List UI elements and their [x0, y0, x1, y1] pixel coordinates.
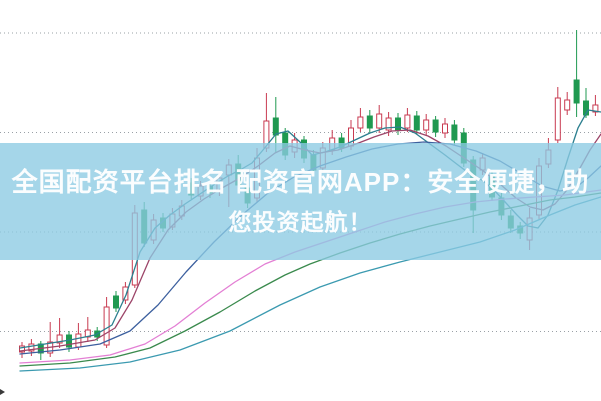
candle-body-down [413, 115, 420, 131]
candle [592, 95, 599, 116]
candle [413, 111, 420, 134]
candle [564, 92, 571, 115]
candle [131, 205, 138, 288]
candle-body-up [592, 104, 599, 113]
candle-body-down [366, 115, 373, 129]
candle [19, 342, 25, 358]
candle [216, 172, 223, 196]
candle-body-up [28, 343, 35, 352]
candle [150, 214, 157, 244]
candle-body-down [432, 119, 439, 133]
candle [451, 120, 458, 145]
candle [272, 97, 279, 153]
candle [432, 116, 439, 137]
candle-body-down [282, 132, 289, 156]
candle [423, 114, 430, 135]
candle-body-down [395, 117, 401, 131]
candle-body-up [103, 306, 110, 346]
candles-group [19, 30, 599, 360]
candle [545, 138, 552, 168]
candle [376, 105, 383, 133]
candle [244, 183, 251, 208]
candle [366, 110, 373, 133]
candle-body-up [254, 157, 260, 199]
candle-body-up [526, 217, 533, 241]
candle-body-up [225, 164, 232, 176]
candle-body-down [244, 187, 251, 204]
candle-body-up [75, 333, 82, 348]
candle [404, 108, 411, 132]
candle [395, 113, 401, 135]
candle-body-down [272, 117, 279, 136]
candle-body-down [113, 295, 119, 309]
candle-body-up [554, 97, 561, 141]
candle [188, 178, 195, 199]
candle-body-up [442, 123, 448, 134]
candle [507, 210, 514, 233]
candle-body-down [141, 209, 148, 244]
candle [197, 181, 204, 200]
candle-body-down [188, 182, 195, 196]
candle-body-up [291, 139, 298, 153]
candle [442, 118, 448, 138]
candle [517, 222, 524, 239]
cropped-corner-glyph [0, 389, 5, 395]
candle [56, 318, 63, 348]
candle-body-up [479, 157, 486, 171]
candle [526, 208, 533, 250]
candle [75, 323, 82, 350]
candle-body-up [404, 114, 411, 129]
candle-body-up [357, 116, 364, 129]
candle-body-up [376, 113, 383, 129]
candle-body-down [235, 163, 242, 186]
candle [122, 282, 129, 304]
candle-body-up [564, 99, 571, 111]
candle [141, 202, 148, 247]
candle-body-up [545, 149, 552, 165]
candle-body-up [385, 117, 392, 131]
candle-body-up [56, 334, 63, 344]
candle [319, 142, 326, 172]
candle-body-down [507, 215, 514, 229]
candle [357, 108, 364, 132]
candle-body-up [536, 165, 542, 216]
candle-body-down [451, 124, 458, 141]
candle-body-up [329, 137, 336, 151]
candle [113, 291, 119, 312]
gridlines [0, 32, 601, 332]
candle-body-up [122, 286, 129, 301]
candle-body-down [573, 79, 580, 104]
candle [470, 156, 477, 233]
candle-body-up [19, 345, 25, 353]
candle [554, 87, 561, 143]
candle [573, 30, 580, 117]
candle [84, 317, 91, 342]
candle-body-down [583, 100, 589, 116]
candle-body-up [423, 119, 430, 131]
